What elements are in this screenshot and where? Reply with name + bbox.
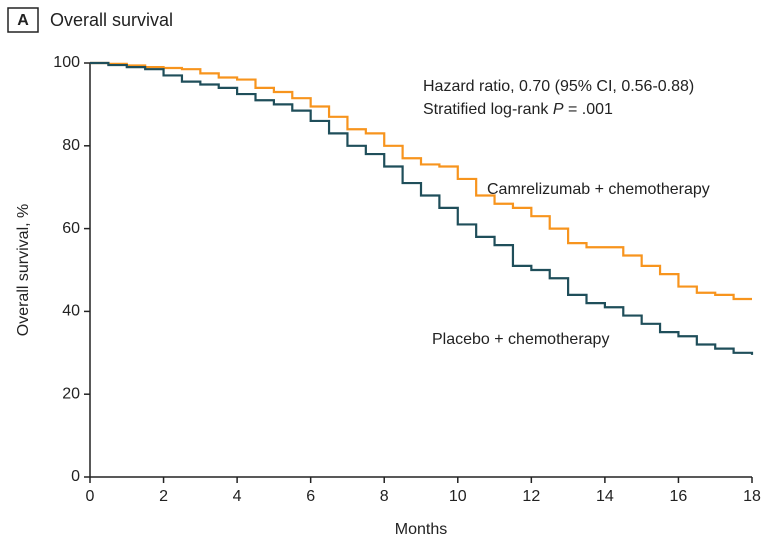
x-tick-label: 8 (380, 488, 389, 505)
annotation: Stratified log-rank P = .001 (423, 101, 613, 118)
x-tick-label: 12 (522, 488, 540, 505)
x-tick-label: 16 (670, 488, 688, 505)
y-tick-label: 60 (62, 220, 80, 237)
annotation-part: P (553, 101, 564, 118)
x-tick-label: 4 (233, 488, 242, 505)
annotation-part: = .001 (564, 101, 613, 118)
y-tick-label: 100 (53, 54, 80, 71)
y-tick-label: 0 (71, 468, 80, 485)
x-tick-label: 0 (86, 488, 95, 505)
x-tick-label: 14 (596, 488, 614, 505)
x-tick-label: 6 (306, 488, 315, 505)
survival-curve (90, 61, 752, 301)
panel-label: A (17, 12, 29, 29)
x-tick-label: 18 (743, 488, 761, 505)
y-tick-label: 80 (62, 137, 80, 154)
x-tick-label: 2 (159, 488, 168, 505)
y-axis-label: Overall survival, % (15, 204, 32, 336)
series-label: Camrelizumab + chemotherapy (487, 181, 710, 198)
annotation: Hazard ratio, 0.70 (95% CI, 0.56-0.88) (423, 78, 694, 95)
chart-title: Overall survival (50, 10, 173, 30)
annotation-part: Stratified log-rank (423, 101, 553, 118)
x-axis-label: Months (395, 521, 447, 538)
panel-box (7, 7, 39, 33)
series-label: Placebo + chemotherapy (432, 331, 609, 348)
y-tick-label: 20 (62, 385, 80, 402)
x-tick-label: 10 (449, 488, 467, 505)
survival-curve (90, 61, 754, 355)
y-tick-label: 40 (62, 303, 80, 320)
